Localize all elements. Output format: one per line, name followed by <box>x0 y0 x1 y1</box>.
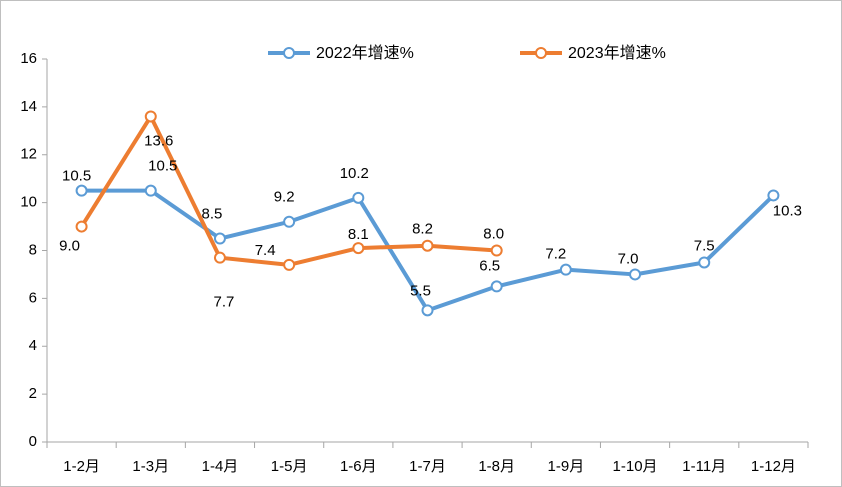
y-tick-label: 14 <box>20 98 37 115</box>
x-tick-label: 1-3月 <box>132 458 169 475</box>
data-point <box>283 215 296 228</box>
x-tick-label: 1-7月 <box>409 458 446 475</box>
x-tick-label: 1-12月 <box>751 458 796 475</box>
data-label: 5.5 <box>410 282 431 299</box>
x-tick-label: 1-9月 <box>548 458 585 475</box>
data-point <box>213 232 226 245</box>
x-tick-label: 1-11月 <box>682 458 726 475</box>
y-tick-label: 6 <box>29 289 37 306</box>
x-tick-label: 1-5月 <box>271 458 308 475</box>
data-label: 7.2 <box>545 246 566 263</box>
y-tick-label: 4 <box>29 337 37 354</box>
data-point <box>698 256 711 269</box>
data-label: 13.6 <box>144 132 173 149</box>
data-point <box>213 251 226 264</box>
data-point <box>421 239 434 252</box>
data-label: 6.5 <box>479 257 500 274</box>
data-label: 8.2 <box>412 221 433 238</box>
x-tick-label: 1-2月 <box>63 458 100 475</box>
data-label: 9.2 <box>274 189 295 206</box>
data-point <box>490 280 503 293</box>
legend-marker <box>535 47 547 59</box>
y-tick-label: 12 <box>20 146 37 163</box>
data-point <box>75 184 88 197</box>
x-tick-label: 1-8月 <box>478 458 515 475</box>
data-point <box>559 263 572 276</box>
data-point <box>490 244 503 257</box>
x-tick-label: 1-4月 <box>202 458 239 475</box>
data-label: 9.0 <box>59 238 80 255</box>
y-tick-label: 10 <box>20 194 37 211</box>
data-label: 7.0 <box>618 250 639 267</box>
data-point <box>283 258 296 271</box>
x-tick-label: 1-10月 <box>613 458 658 475</box>
data-point <box>352 242 365 255</box>
data-point <box>144 110 157 123</box>
data-point <box>75 220 88 233</box>
data-label: 10.3 <box>773 202 802 219</box>
data-point <box>629 268 642 281</box>
data-point <box>421 304 434 317</box>
y-tick-label: 2 <box>29 385 37 402</box>
data-label: 7.7 <box>214 294 235 311</box>
y-tick-label: 16 <box>20 50 37 67</box>
legend-label: 2023年增速% <box>568 44 666 62</box>
data-label: 7.5 <box>694 237 715 254</box>
x-tick-label: 1-6月 <box>340 458 377 475</box>
data-label: 8.0 <box>483 225 504 242</box>
y-tick-label: 0 <box>29 433 37 450</box>
data-label: 8.1 <box>348 226 369 243</box>
data-label: 7.4 <box>255 242 276 259</box>
y-tick-label: 8 <box>29 241 37 258</box>
data-point <box>352 191 365 204</box>
data-label: 10.5 <box>148 158 177 175</box>
legend-marker <box>283 47 295 59</box>
data-label: 8.5 <box>202 206 223 223</box>
data-point <box>144 184 157 197</box>
data-point <box>767 189 780 202</box>
legend-label: 2022年增速% <box>316 44 414 62</box>
data-label: 10.2 <box>340 165 369 182</box>
data-label: 10.5 <box>62 168 91 185</box>
